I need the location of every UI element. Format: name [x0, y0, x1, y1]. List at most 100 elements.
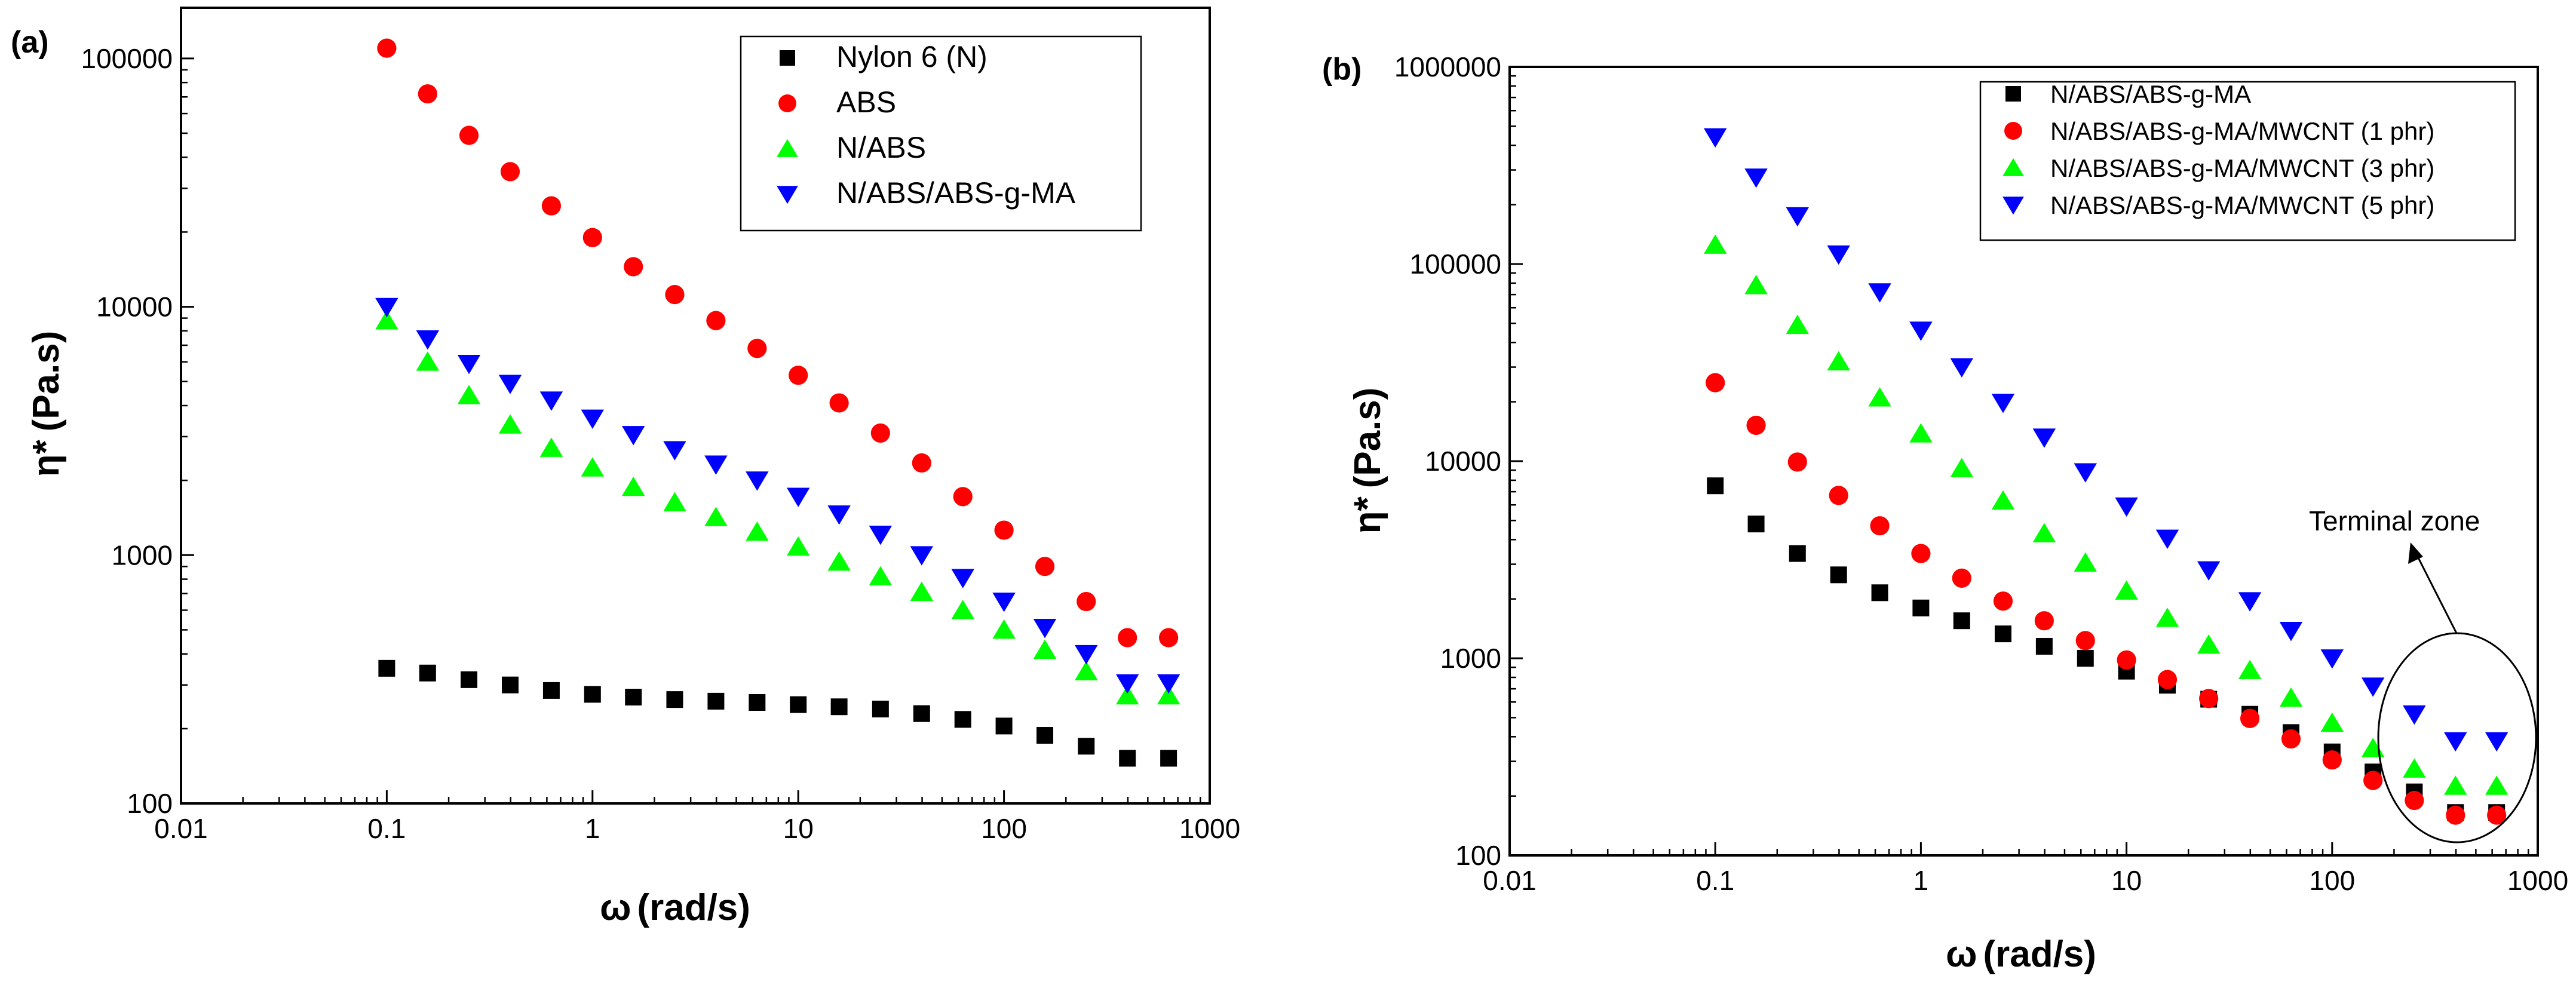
series-3 [375, 310, 1180, 705]
data-point [416, 351, 440, 371]
x-tick-label: 0.01 [154, 813, 208, 844]
series-2 [377, 38, 1179, 648]
data-point [2155, 608, 2179, 627]
data-point [416, 330, 440, 350]
x-tick-label: 0.01 [1483, 865, 1537, 896]
data-point [375, 297, 398, 318]
terminal-zone-arrowhead [2408, 542, 2423, 564]
data-point [2361, 737, 2385, 757]
x-tick-label: 10 [2111, 865, 2142, 896]
data-marks-a [375, 38, 1180, 767]
data-point [2034, 611, 2054, 631]
data-point [457, 354, 481, 375]
data-point [704, 507, 728, 526]
data-point [501, 676, 519, 694]
data-point [2446, 805, 2465, 825]
data-point [2032, 428, 2056, 448]
legend-box-a [740, 35, 1142, 232]
x-tick-label: 10 [783, 813, 814, 844]
legend-marker [777, 186, 798, 204]
data-point [827, 505, 851, 525]
data-point [2279, 621, 2303, 642]
data-point [663, 492, 686, 511]
data-point [951, 600, 974, 619]
x-axis-units-b: (rad/s) [1983, 934, 2096, 975]
data-point [2487, 805, 2507, 825]
data-point [2281, 729, 2301, 749]
data-point [1830, 566, 1847, 584]
data-point [1703, 128, 1727, 148]
data-point [1950, 458, 1974, 477]
x-tick-label: 1 [1913, 865, 1929, 896]
data-point [2075, 631, 2095, 651]
data-point [1786, 314, 1810, 335]
y-axis-symbol-b: η* [1347, 496, 1388, 534]
legend-b: N/ABS/ABS-g-MA N/ABS/ABS-g-MA/MWCNT (1 ph… [1979, 80, 2516, 241]
x-tick-label: 1 [585, 813, 600, 844]
data-point [582, 228, 602, 247]
data-point [418, 84, 437, 104]
data-point [830, 698, 848, 716]
data-point [1160, 750, 1177, 767]
data-point [665, 285, 685, 305]
legend-marker [780, 50, 795, 66]
x-axis-title-a: ω (rad/s) [600, 887, 750, 928]
data-point [1993, 591, 2013, 611]
data-point [1074, 661, 1098, 680]
legend-marker [2005, 86, 2021, 102]
data-marks-b [1703, 128, 2508, 825]
data-point [1036, 727, 1054, 744]
legend-box-b [1979, 81, 2516, 241]
data-point [2403, 705, 2426, 725]
data-point [829, 393, 849, 413]
data-point [1868, 387, 1891, 407]
data-point [498, 414, 522, 434]
data-point [2320, 649, 2344, 669]
legend-marker [2002, 158, 2024, 176]
data-point [1115, 674, 1139, 694]
data-point [584, 686, 601, 703]
data-point [704, 455, 728, 475]
series-2 [1706, 373, 2507, 825]
data-point [2403, 758, 2426, 778]
chart-panel-b: (b) 0.01 0.1 1 10 100 1000 100 1000 10000 100000 1… [1322, 51, 2568, 975]
series-1 [378, 659, 1177, 767]
legend-label: N/ABS/ABS-g-MA/MWCNT (5 phr) [2050, 191, 2434, 219]
y-tick-label: 1000 [112, 539, 173, 570]
data-point [1911, 544, 1931, 563]
series-4 [375, 297, 1180, 694]
y-tick-label: 100000 [81, 43, 173, 74]
data-point [1118, 628, 1137, 648]
x-axis-symbol-b: ω [1946, 934, 1977, 975]
axis-ticks-a: 0.01 0.1 1 10 100 1000 100 1000 10000 100000 [81, 43, 1241, 844]
data-point [1077, 591, 1096, 612]
legend-label: N/ABS/ABS-g-MA [836, 176, 1076, 210]
data-point [1950, 358, 1974, 378]
data-point [624, 257, 643, 277]
data-point [1033, 618, 1057, 639]
data-point [2320, 712, 2344, 732]
x-axis-symbol-a: ω [600, 887, 631, 928]
data-point [786, 536, 810, 556]
chart-panel-a: (a) 0.01 0.1 1 10 100 1000100100010000100000 … [11, 7, 1241, 928]
data-point [992, 619, 1016, 639]
y-axis-symbol-a: η* [26, 440, 67, 477]
legend-marker [2002, 197, 2024, 215]
terminal-zone-arrow [2414, 551, 2458, 634]
y-tick-label: 100 [127, 788, 173, 819]
data-point [1912, 599, 1930, 616]
data-point [746, 521, 769, 541]
data-point [666, 691, 683, 708]
data-point [872, 700, 889, 717]
terminal-zone-label: Terminal zone [2309, 505, 2480, 536]
data-point [2199, 689, 2219, 708]
data-point [1119, 750, 1136, 767]
y-tick-label: 10000 [1425, 446, 1501, 477]
data-point [1909, 321, 1933, 341]
legend-label: N/ABS [836, 131, 926, 164]
data-point [1747, 516, 1765, 533]
y-axis-title-a: η* (Pa.s) [26, 331, 67, 477]
series-3 [1703, 234, 2508, 795]
data-point [2155, 529, 2179, 550]
